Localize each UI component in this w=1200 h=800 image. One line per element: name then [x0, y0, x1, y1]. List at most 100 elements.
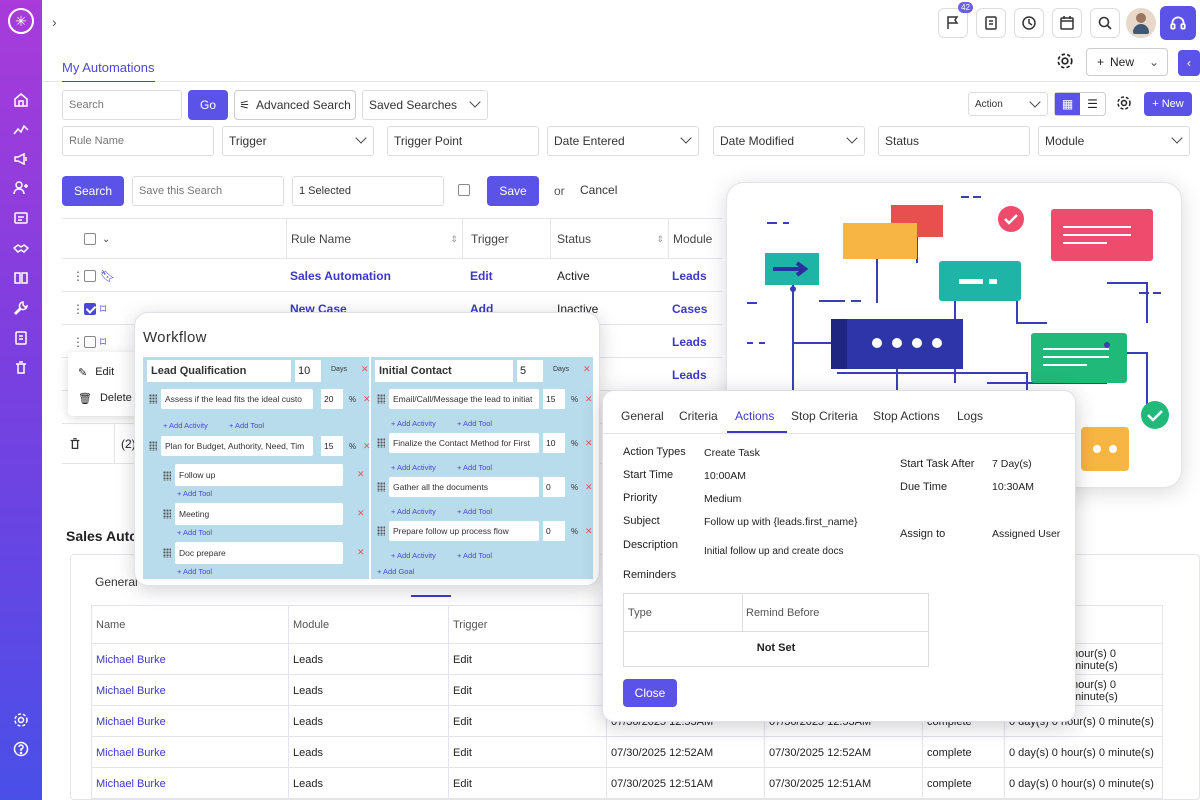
task-input[interactable]: Plan for Budget, Authority, Need, Tim — [161, 436, 313, 456]
tab-actions[interactable]: Actions — [735, 409, 775, 423]
trigger-filter[interactable]: Trigger — [222, 126, 374, 156]
name-link[interactable]: Michael Burke — [96, 715, 166, 728]
drag-handle-icon[interactable] — [163, 471, 171, 481]
name-link[interactable]: Michael Burke — [96, 746, 166, 759]
task-percent-input[interactable]: 0 — [543, 477, 565, 497]
trigger-point-filter[interactable]: Trigger Point — [387, 126, 539, 156]
add-tool-link[interactable]: + Add Tool — [457, 463, 493, 472]
settings-icon[interactable] — [13, 712, 29, 728]
add-activity-link[interactable]: + Add Activity — [391, 463, 436, 472]
flag-button[interactable]: 42 — [938, 2, 973, 38]
bookmark-icon[interactable]: 🔖︎ — [100, 268, 116, 283]
drag-handle-icon[interactable] — [163, 509, 171, 519]
subtask-input[interactable]: Meeting — [175, 503, 343, 525]
add-new-button[interactable]: + New — [1144, 92, 1192, 116]
remove-task-icon[interactable]: ✕ — [585, 438, 593, 448]
row-checkbox[interactable] — [84, 335, 96, 348]
table-row[interactable]: Michael Burke Leads Edit 07/30/2025 12:5… — [92, 768, 1162, 799]
task-input[interactable]: Finalize the Contact Method for First — [389, 433, 539, 453]
trash-icon[interactable] — [13, 360, 29, 376]
drag-handle-icon[interactable] — [377, 438, 385, 448]
clipboard-icon[interactable] — [13, 330, 29, 346]
app-logo-icon[interactable]: ✳ — [8, 8, 34, 34]
col-module[interactable]: Module — [668, 219, 722, 259]
remove-subtask-icon[interactable]: ✕ — [357, 469, 365, 479]
trash-icon[interactable] — [68, 424, 82, 464]
drag-handle-icon[interactable] — [377, 394, 385, 404]
wrench-icon[interactable] — [13, 300, 29, 316]
stage-days-input[interactable]: 5 — [517, 360, 543, 382]
tab-my-automations[interactable]: My Automations — [62, 60, 155, 83]
new-dropdown-button[interactable]: + New ⌄ — [1086, 48, 1168, 76]
support-button[interactable] — [1160, 6, 1196, 40]
grid-view-icon[interactable]: ▦ — [1055, 93, 1080, 115]
remove-task-icon[interactable]: ✕ — [585, 482, 593, 492]
add-activity-link[interactable]: + Add Activity — [391, 507, 436, 516]
stage-days-input[interactable]: 10 — [295, 360, 321, 382]
col-trigger[interactable]: Trigger — [462, 219, 550, 259]
add-activity-link[interactable]: + Add Activity — [391, 419, 436, 428]
remove-stage-icon[interactable]: ✕ — [583, 364, 591, 374]
save-search-input[interactable]: Save this Search — [132, 176, 284, 206]
task-percent-input[interactable]: 0 — [543, 521, 565, 541]
stage-name[interactable]: Initial Contact — [375, 360, 513, 382]
home-icon[interactable] — [13, 92, 29, 108]
search-button[interactable]: Search — [62, 176, 124, 206]
go-button[interactable]: Go — [188, 90, 228, 120]
chevron-down-icon[interactable]: ⌄ — [102, 233, 111, 245]
tab-criteria[interactable]: Criteria — [679, 409, 718, 423]
add-user-icon[interactable] — [13, 180, 29, 196]
task-percent-input[interactable]: 10 — [543, 433, 565, 453]
subtask-input[interactable]: Follow up — [175, 464, 343, 486]
message-icon[interactable] — [13, 210, 29, 226]
name-link[interactable]: Michael Burke — [96, 653, 166, 666]
module-cell[interactable]: Cases — [672, 301, 708, 316]
module-cell[interactable]: Leads — [672, 268, 707, 283]
page-settings-button[interactable] — [1056, 52, 1076, 72]
row-checkbox[interactable] — [84, 269, 96, 282]
drag-handle-icon[interactable] — [149, 394, 157, 404]
delete-menu-item[interactable]: 🗑︎ Delete — [78, 392, 132, 405]
date-modified-filter[interactable]: Date Modified — [713, 126, 865, 156]
edit-menu-item[interactable]: ✎ Edit — [78, 366, 114, 379]
add-tool-link[interactable]: + Add Tool — [177, 567, 213, 576]
help-icon[interactable] — [13, 741, 29, 757]
stage-name[interactable]: Lead Qualification — [147, 360, 291, 382]
drag-handle-icon[interactable] — [149, 441, 157, 451]
remove-task-icon[interactable]: ✕ — [585, 526, 593, 536]
task-percent-input[interactable]: 15 — [543, 389, 565, 409]
saved-searches-select[interactable]: Saved Searches — [362, 90, 488, 120]
row-menu-icon[interactable]: ⋮ — [72, 334, 84, 349]
add-goal-link[interactable]: + Add Goal — [377, 567, 415, 576]
add-tool-link[interactable]: + Add Tool — [177, 528, 213, 537]
row-menu-icon[interactable]: ⋮ — [72, 301, 84, 316]
save-button[interactable]: Save — [487, 176, 539, 206]
add-tool-link[interactable]: + Add Tool — [457, 419, 493, 428]
drag-handle-icon[interactable] — [377, 482, 385, 492]
user-avatar[interactable] — [1126, 8, 1156, 38]
row-checkbox[interactable] — [84, 302, 96, 315]
add-tool-link[interactable]: + Add Tool — [457, 551, 493, 560]
book-icon[interactable] — [13, 270, 29, 286]
calendar-button[interactable] — [1052, 8, 1082, 38]
task-input[interactable]: Assess if the lead fits the ideal custo — [161, 389, 313, 409]
remove-subtask-icon[interactable]: ✕ — [357, 547, 365, 557]
remove-subtask-icon[interactable]: ✕ — [357, 508, 365, 518]
remove-task-icon[interactable]: ✕ — [363, 394, 371, 404]
handshake-icon[interactable] — [13, 240, 29, 256]
module-cell[interactable]: Leads — [672, 367, 707, 382]
col-rule-name[interactable]: Rule Name ⇕ — [286, 219, 462, 259]
list-view-icon[interactable]: ☰ — [1087, 97, 1098, 111]
add-tool-link[interactable]: + Add Tool — [457, 507, 493, 516]
tab-stop-actions[interactable]: Stop Actions — [873, 409, 940, 423]
status-filter[interactable]: Status — [878, 126, 1030, 156]
tab-stop-criteria[interactable]: Stop Criteria — [791, 409, 858, 423]
advanced-search-button[interactable]: ⚟ Advanced Search — [234, 90, 356, 120]
search-input[interactable]: Search — [62, 90, 182, 120]
history-button[interactable] — [1014, 8, 1044, 38]
table-row[interactable]: Michael Burke Leads Edit 07/30/2025 12:5… — [92, 737, 1162, 768]
collapse-panel-button[interactable]: ‹ — [1178, 50, 1200, 76]
task-input[interactable]: Gather all the documents — [389, 477, 539, 497]
bookmark-outline-icon[interactable]: ⌑ — [100, 301, 107, 316]
analytics-icon[interactable] — [13, 121, 29, 137]
